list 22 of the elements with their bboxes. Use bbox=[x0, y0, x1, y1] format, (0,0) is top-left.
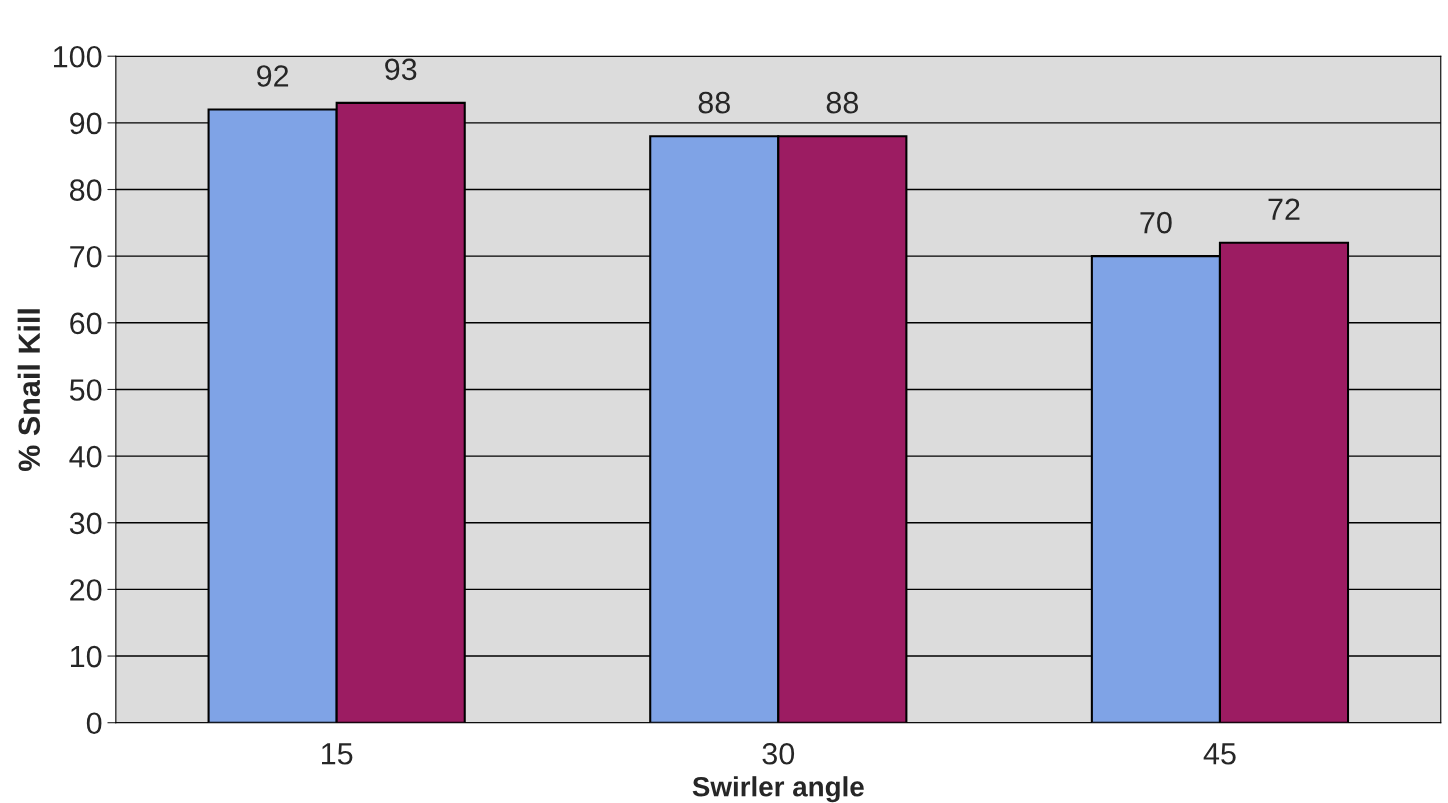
y-tick-label: 10 bbox=[70, 645, 102, 668]
y-tick-label: 60 bbox=[70, 312, 102, 335]
y-tick-label: 40 bbox=[69, 445, 102, 468]
data-label: 88 bbox=[698, 91, 730, 114]
y-tick-label: 90 bbox=[70, 112, 102, 135]
data-label: 72 bbox=[1268, 198, 1300, 220]
x-axis-title: Swirler angle bbox=[692, 776, 864, 803]
y-tick-label: 20 bbox=[70, 579, 102, 601]
y-tick-label: 70 bbox=[70, 245, 102, 268]
y-tick-label: 50 bbox=[69, 379, 102, 401]
data-label: 88 bbox=[826, 91, 858, 114]
y-tick-label: 30 bbox=[69, 512, 102, 535]
data-label: 93 bbox=[385, 58, 417, 81]
data-label: 70 bbox=[1140, 211, 1172, 234]
x-tick-label: 45 bbox=[1203, 743, 1236, 765]
y-axis-title: % Snail Kill bbox=[17, 309, 41, 472]
y-tick-label: 0 bbox=[86, 712, 102, 735]
data-label: 92 bbox=[257, 65, 289, 87]
x-tick-label: 30 bbox=[762, 742, 795, 765]
y-tick-label: 100 bbox=[54, 45, 102, 68]
x-tick-label: 15 bbox=[322, 743, 353, 765]
y-tick-label: 80 bbox=[69, 179, 102, 201]
